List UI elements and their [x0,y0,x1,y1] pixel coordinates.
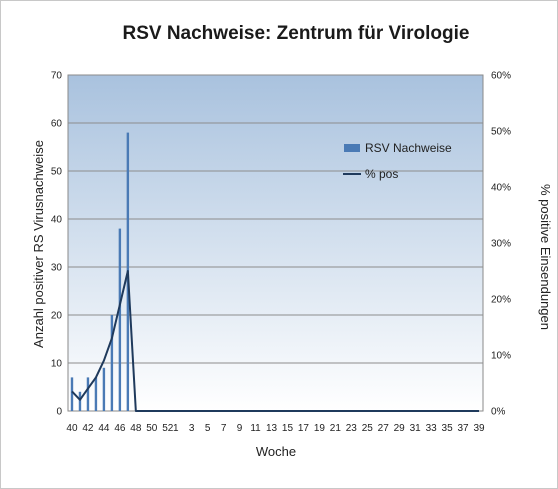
x-axis-ticks: 40 42 44 46 48 50 52 1 3 5 7 9 11 13 15 17 19 21 23 25 27 29 3… [66,423,485,434]
y2-tick-label: 40% [491,183,511,194]
left-axis-ticks: 0 10 20 30 40 50 60 70 [51,71,63,418]
x-tick-label: 29 [394,423,406,434]
x-tick-label: 9 [237,423,243,434]
x-tick-label: 19 [314,423,326,434]
y-tick-label: 20 [51,311,63,322]
x-tick-label: 7 [221,423,227,434]
y-tick-label: 50 [51,167,63,178]
y-tick-label: 0 [56,407,62,418]
x-tick-label: 27 [378,423,390,434]
x-tick-label: 15 [282,423,294,434]
x-tick-label: 21 [330,423,342,434]
bar [110,315,114,411]
x-tick-label: 42 [82,423,94,434]
x-tick-label: 35 [442,423,454,434]
y-tick-label: 70 [51,71,63,82]
gridlines [68,122,483,364]
x-tick-label: 48 [130,423,142,434]
right-axis-ticks: 0% 10% 20% 30% 40% 50% 60% [491,71,511,418]
line-series [71,270,480,412]
y-tick-label: 10 [51,359,63,370]
y-tick-label: 30 [51,263,63,274]
x-tick-label: 33 [426,423,438,434]
x-tick-label: 40 [66,423,78,434]
y2-tick-label: 0% [491,407,506,418]
x-tick-label: 23 [346,423,358,434]
x-tick-label: 31 [410,423,422,434]
bar [102,367,106,411]
y-axis-label: Anzahl positiver RS Virusnachweise [31,140,46,348]
y2-axis-label: % positive Einsendungen [538,184,553,330]
y2-tick-label: 30% [491,239,511,250]
x-tick-label: 37 [457,423,469,434]
y-tick-label: 60 [51,119,63,130]
y2-tick-label: 50% [491,127,511,138]
x-tick-label: 44 [98,423,110,434]
x-tick-label: 13 [266,423,278,434]
x-tick-label: 52 [162,423,174,434]
y2-tick-label: 60% [491,71,511,82]
legend-bar-swatch [344,144,360,152]
x-tick-label: 39 [473,423,485,434]
x-tick-label: 5 [205,423,211,434]
x-tick-label: 3 [189,423,195,434]
y2-tick-label: 20% [491,295,511,306]
legend: RSV Nachweise % pos [343,141,452,181]
bar [86,377,90,411]
x-axis-label: Woche [256,444,296,459]
legend-line-label: % pos [365,167,398,181]
legend-bar-label: RSV Nachweise [365,141,452,155]
pos-percent-line [71,270,480,412]
x-tick-label: 25 [362,423,374,434]
plot-area [67,74,484,412]
bar [94,377,98,411]
x-tick-label: 1 [173,423,179,434]
x-tick-label: 50 [146,423,158,434]
chart-title: RSV Nachweise: Zentrum für Virologie [122,23,469,44]
bar [78,391,82,411]
x-tick-label: 11 [250,423,261,434]
bar [70,377,74,411]
x-tick-label: 17 [298,423,310,434]
y-tick-label: 40 [51,215,63,226]
x-tick-label: 46 [114,423,126,434]
y2-tick-label: 10% [491,351,511,362]
bar [118,228,122,411]
